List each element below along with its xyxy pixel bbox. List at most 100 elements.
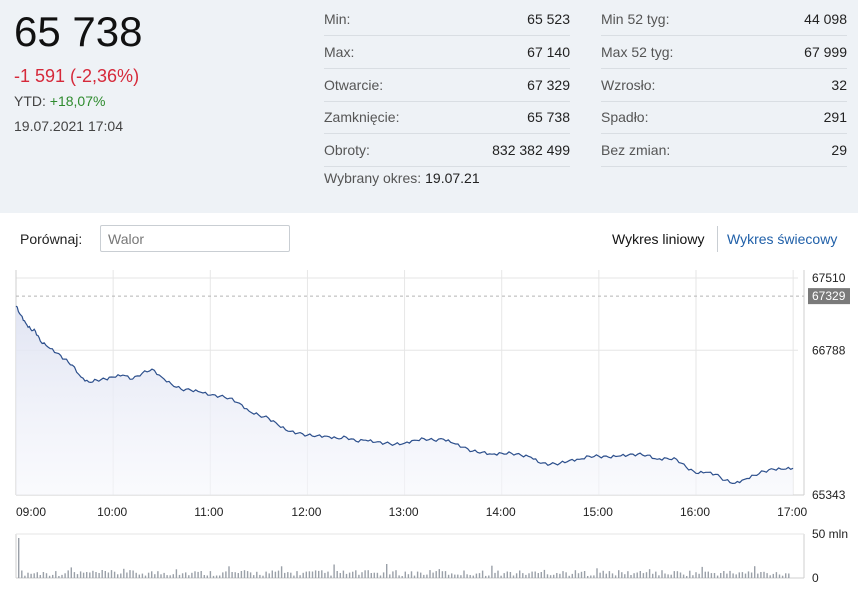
volume-bar	[413, 575, 416, 578]
volume-bar	[271, 570, 273, 578]
volume-bar	[305, 571, 307, 578]
volume-bar	[503, 573, 505, 578]
volume-bar	[497, 570, 499, 578]
volume-bar	[667, 574, 669, 578]
volume-bar	[339, 573, 341, 578]
volume-bar	[104, 571, 106, 578]
volume-bar	[308, 571, 311, 578]
volume-bar	[766, 573, 768, 578]
stat-row: Min 52 tyg: 44 098	[601, 3, 847, 36]
volume-bar	[79, 571, 82, 578]
volume-bar	[673, 571, 675, 578]
volume-bar	[528, 573, 530, 578]
quote-summary-panel: 65 738 -1 591 (-2,36%) YTD: +18,07% 19.0…	[0, 0, 858, 213]
volume-bar	[82, 572, 85, 578]
period-value: 19.07.21	[425, 170, 480, 186]
volume-bar	[642, 573, 645, 578]
volume-bar	[147, 572, 150, 578]
volume-bar	[197, 571, 199, 578]
volume-bar	[679, 572, 682, 578]
volume-bar	[729, 570, 731, 578]
volume-bar	[713, 573, 716, 578]
volume-bar	[181, 573, 184, 578]
stat-row: Max 52 tyg: 67 999	[601, 36, 847, 69]
volume-bar	[444, 571, 447, 578]
volume-bar	[664, 573, 666, 578]
x-tick-label: 15:00	[583, 505, 613, 519]
stat-value: 65 738	[527, 109, 570, 125]
volume-bar	[24, 575, 26, 578]
volume-bar	[61, 574, 63, 578]
volume-bar	[457, 574, 459, 578]
volume-bar	[234, 572, 236, 578]
volume-bar	[262, 575, 264, 578]
volume-bar	[571, 573, 573, 578]
volume-bar	[253, 575, 255, 578]
volume-bar	[525, 574, 527, 578]
volume-bar	[364, 570, 366, 578]
volume-bar	[596, 568, 598, 578]
volume-bar	[565, 572, 567, 578]
volume-bar	[481, 570, 484, 578]
volume-bar	[243, 570, 246, 578]
volume-bar	[64, 573, 66, 578]
volume-bar	[117, 574, 119, 578]
volume-bar	[605, 573, 607, 578]
volume-bar	[290, 572, 292, 578]
volume-bar	[686, 576, 688, 578]
volume-bar	[30, 573, 32, 578]
x-tick-label: 11:00	[194, 505, 223, 519]
volume-bar	[225, 571, 227, 578]
volume-bar	[101, 570, 103, 578]
volume-bar	[215, 575, 218, 578]
volume-bar	[52, 574, 54, 578]
volume-bar	[172, 574, 174, 578]
volume-tick-label: 0	[812, 571, 819, 585]
volume-bar	[580, 571, 583, 578]
compare-label: Porównaj:	[20, 231, 83, 247]
tab-candle-chart[interactable]: Wykres świecowy	[727, 231, 838, 247]
volume-bar	[336, 571, 338, 578]
volume-bar	[676, 571, 679, 578]
volume-bar	[265, 571, 267, 578]
volume-bar	[76, 574, 79, 578]
volume-bar	[682, 574, 685, 578]
stat-row: Otwarcie: 67 329	[324, 69, 570, 102]
volume-bar	[602, 570, 604, 578]
volume-bar	[92, 570, 94, 578]
volume-bar	[500, 575, 502, 578]
volume-bar	[398, 575, 400, 578]
volume-bar	[358, 574, 360, 578]
stat-row: Obroty: 832 382 499	[324, 134, 570, 167]
volume-bar	[441, 571, 444, 578]
volume-bar	[506, 571, 508, 578]
volume-bar	[658, 575, 660, 578]
volume-bar	[655, 571, 657, 578]
volume-bar	[373, 572, 375, 578]
volume-bar	[543, 569, 546, 578]
volume-bar	[348, 572, 351, 578]
volume-bar	[447, 574, 450, 578]
volume-bar	[627, 571, 629, 578]
volume-bar	[21, 570, 23, 578]
volume-bar	[222, 572, 224, 578]
volume-bar	[379, 575, 382, 578]
price-line	[15, 305, 794, 485]
volume-bar	[249, 572, 252, 578]
volume-bar	[296, 571, 298, 578]
volume-bar	[395, 570, 397, 578]
volume-bar	[48, 575, 51, 578]
volume-bar	[488, 575, 490, 578]
tab-divider	[717, 226, 718, 252]
volume-bar	[321, 570, 323, 578]
volume-bar	[169, 575, 171, 578]
tab-line-chart[interactable]: Wykres liniowy	[612, 231, 705, 247]
volume-axis: 50 mln 0	[812, 527, 848, 585]
stat-label: Otwarcie:	[324, 77, 384, 93]
compare-input[interactable]	[100, 225, 290, 252]
open-reference-badge	[808, 288, 850, 305]
volume-bar	[599, 572, 601, 578]
stat-label: Max 52 tyg:	[601, 44, 674, 60]
volume-bar	[435, 571, 437, 578]
x-tick-label: 17:00	[777, 505, 807, 519]
